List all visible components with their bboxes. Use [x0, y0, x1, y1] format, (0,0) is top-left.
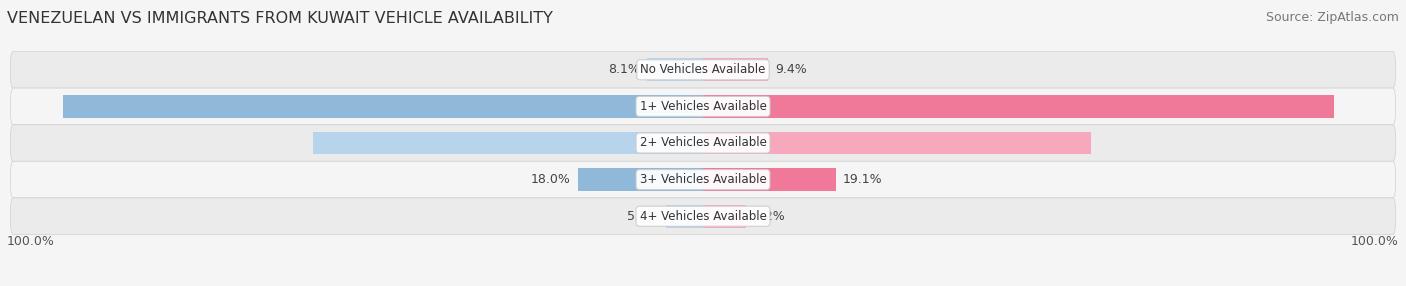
Text: 18.0%: 18.0%: [531, 173, 571, 186]
FancyBboxPatch shape: [10, 51, 1396, 88]
Bar: [703, 168, 837, 191]
Text: 55.8%: 55.8%: [713, 136, 754, 150]
Text: 100.0%: 100.0%: [7, 235, 55, 248]
FancyBboxPatch shape: [10, 125, 1396, 161]
Text: 100.0%: 100.0%: [1351, 235, 1399, 248]
Text: 3+ Vehicles Available: 3+ Vehicles Available: [640, 173, 766, 186]
Text: 1+ Vehicles Available: 1+ Vehicles Available: [640, 100, 766, 113]
Bar: [703, 205, 747, 228]
Text: Source: ZipAtlas.com: Source: ZipAtlas.com: [1265, 11, 1399, 24]
Text: 2+ Vehicles Available: 2+ Vehicles Available: [640, 136, 766, 150]
Bar: [312, 132, 703, 154]
FancyBboxPatch shape: [10, 161, 1396, 198]
Text: 91.9%: 91.9%: [652, 100, 693, 113]
Text: No Vehicles Available: No Vehicles Available: [640, 63, 766, 76]
Text: 5.3%: 5.3%: [627, 210, 659, 223]
Text: 9.4%: 9.4%: [775, 63, 807, 76]
Text: 4+ Vehicles Available: 4+ Vehicles Available: [640, 210, 766, 223]
Bar: [63, 95, 703, 118]
Bar: [703, 132, 1091, 154]
Text: 8.1%: 8.1%: [607, 63, 640, 76]
FancyBboxPatch shape: [10, 88, 1396, 125]
Bar: [578, 168, 703, 191]
Text: VENEZUELAN VS IMMIGRANTS FROM KUWAIT VEHICLE AVAILABILITY: VENEZUELAN VS IMMIGRANTS FROM KUWAIT VEH…: [7, 11, 553, 26]
Text: 6.2%: 6.2%: [754, 210, 785, 223]
FancyBboxPatch shape: [10, 198, 1396, 235]
Bar: [666, 205, 703, 228]
Text: 19.1%: 19.1%: [842, 173, 883, 186]
Text: 90.7%: 90.7%: [713, 100, 754, 113]
Bar: [647, 58, 703, 81]
Bar: [703, 95, 1334, 118]
Text: 56.1%: 56.1%: [652, 136, 693, 150]
Bar: [703, 58, 769, 81]
